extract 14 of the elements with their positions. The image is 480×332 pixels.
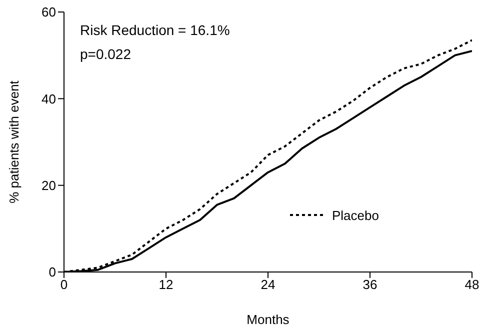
y-axis-title: % patients with event [6, 80, 22, 204]
x-tick-label: 48 [464, 277, 480, 292]
x-tick-label: 24 [260, 277, 276, 292]
y-tick-label: 0 [48, 264, 56, 280]
annotation: Risk Reduction = 16.1% [80, 22, 230, 38]
y-tick-label: 40 [42, 91, 56, 106]
x-tick-label: 0 [60, 277, 68, 292]
x-tick-label: 12 [158, 277, 174, 292]
x-axis-title: Months [246, 312, 290, 327]
y-tick-label: 20 [42, 178, 56, 193]
legend-label: Placebo [332, 208, 379, 222]
x-tick-label: 36 [362, 277, 378, 292]
annotation: p=0.022 [80, 46, 131, 62]
y-tick-label: 60 [42, 4, 56, 20]
